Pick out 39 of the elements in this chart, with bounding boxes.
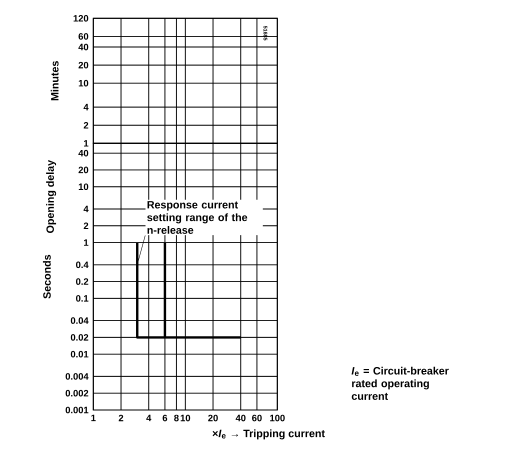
y-tick-label: 20 <box>78 62 88 68</box>
y-tick-label: 0.01 <box>70 350 88 358</box>
y-tick-label: 0.02 <box>70 334 88 341</box>
x-tick-label: 10 <box>180 414 190 422</box>
x-axis-title: ×I$_{e}$ → Tripping current <box>212 429 325 440</box>
x-tick-label: 6 <box>162 414 168 422</box>
y-tick-label: 0.1 <box>76 295 88 302</box>
x-tick-label: 1 <box>91 414 96 422</box>
x-tick-label: 2 <box>118 414 124 422</box>
y-tick-label: 20 <box>78 166 88 174</box>
x-tick-label: 8 <box>174 414 179 422</box>
y-tick-label: 0.2 <box>76 278 88 285</box>
x-tick-label: 20 <box>208 414 218 422</box>
y-tick-label: 2 <box>84 122 88 128</box>
y-tick-label: 4 <box>84 104 89 110</box>
text: Minutes <box>50 61 59 100</box>
y-tick-label: 10 <box>78 80 88 87</box>
y-tick-label: 60 <box>78 33 88 40</box>
y-tick-label: 40 <box>78 44 88 50</box>
text: I$_{e}$ = Circuit-breaker rated operating current <box>352 366 449 400</box>
y-tick-label: 10 <box>78 183 88 190</box>
y-tick-label: 0.04 <box>70 317 89 324</box>
y-tick-label: 0.4 <box>76 261 89 268</box>
y-tick-label: 0.004 <box>66 373 89 380</box>
y-tick-label: 40 <box>78 150 88 156</box>
x-tick-label: 4 <box>146 414 152 422</box>
x-tick-label: 40 <box>236 414 246 422</box>
y-tick-label: 0.001 <box>66 406 88 414</box>
annotation: Response current setting range of the n-release <box>147 201 248 234</box>
x-tick-label: 100 <box>270 414 285 422</box>
y-tick-label: 1 <box>84 239 88 246</box>
y-tick-label: 4 <box>84 206 89 212</box>
x-tick-label: 60 <box>252 414 262 422</box>
y-tick-label: 0.002 <box>66 390 88 396</box>
y-tick-label: 1 <box>84 140 88 147</box>
y-axis-title: Opening delay <box>46 160 56 233</box>
y-tick-label: 2 <box>84 222 88 230</box>
text: Seconds <box>42 254 51 299</box>
y-tick-label: 120 <box>74 15 88 22</box>
